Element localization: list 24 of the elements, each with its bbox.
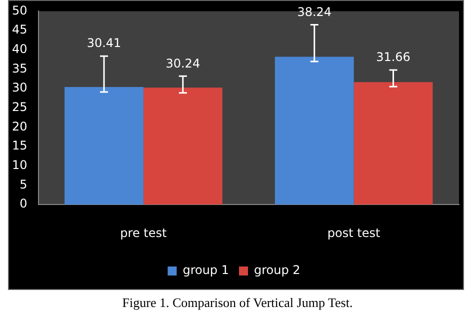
- y-tick-label: 25: [12, 100, 28, 114]
- legend-label: group 1: [182, 263, 230, 278]
- y-tick-label: 40: [12, 42, 28, 56]
- caption: Figure 1. Comparison of Vertical Jump Test.: [121, 295, 354, 311]
- y-tick-label: 50: [12, 3, 28, 18]
- bar: [354, 82, 433, 205]
- data-label: 31.66: [376, 50, 410, 64]
- y-tick-label: 5: [20, 177, 28, 192]
- bar: [64, 86, 144, 205]
- legend-label: group 2: [254, 263, 300, 278]
- y-tick-label: 15: [12, 138, 28, 153]
- data-label: 30.41: [86, 36, 122, 50]
- bar: [143, 88, 222, 205]
- y-tick-label: 10: [12, 158, 28, 172]
- y-tick-label: 0: [20, 196, 28, 211]
- bar: [274, 56, 354, 205]
- data-label: 38.24: [297, 4, 332, 19]
- x-tick-label: pre test: [120, 226, 168, 240]
- y-tick-label: 30: [12, 80, 28, 95]
- data-label: 30.24: [166, 56, 200, 70]
- y-tick-label: 45: [12, 22, 28, 37]
- y-tick-label: 35: [12, 61, 28, 76]
- y-tick-label: 20: [12, 119, 28, 134]
- x-tick-label: post test: [327, 226, 380, 240]
